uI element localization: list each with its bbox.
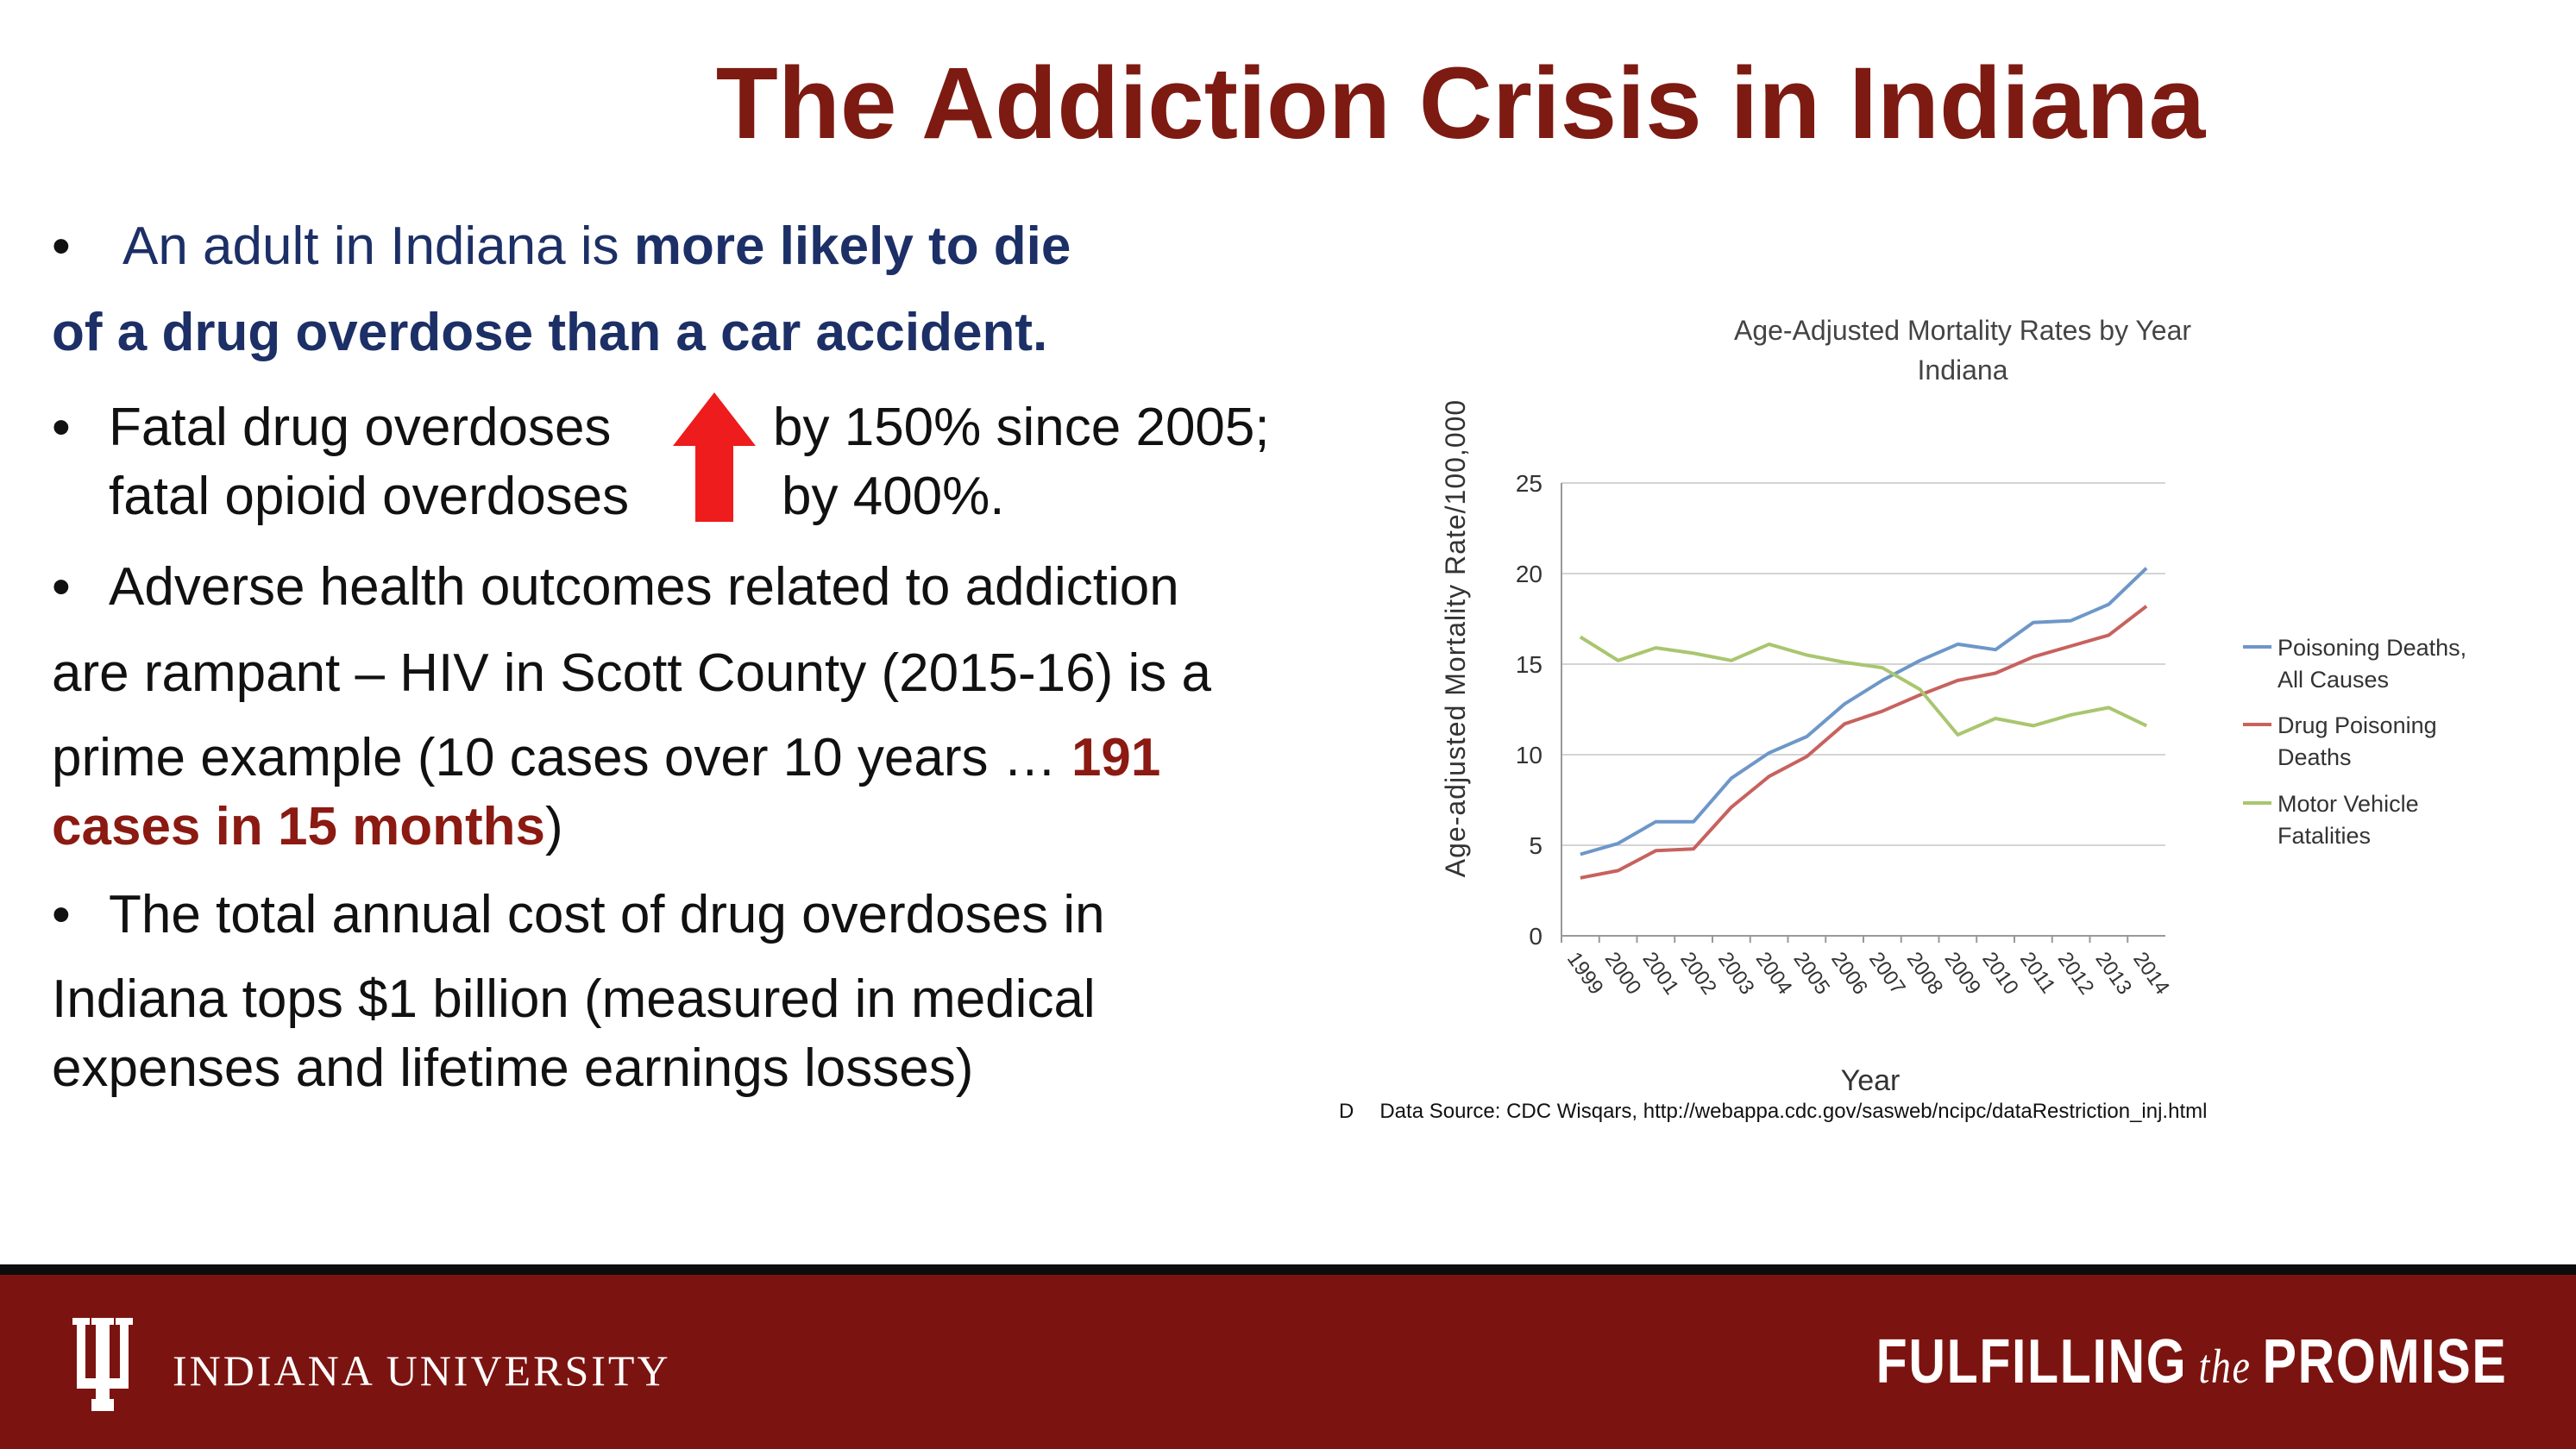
y-axis-ticks: 0 5 10 15 20 25 bbox=[1516, 470, 1542, 950]
y-tick-label: 5 bbox=[1529, 832, 1542, 859]
x-tick-label: 2012 bbox=[2053, 948, 2099, 999]
x-tick-label: 2004 bbox=[1751, 948, 1797, 999]
mortality-line-chart: Age-Adjusted Mortality Rates by Year Ind… bbox=[1440, 315, 2466, 1097]
bullet-3-line-1: • Adverse health outcomes related to addi… bbox=[52, 557, 1179, 617]
bullet-dot: • bbox=[52, 885, 71, 944]
y-tick-label: 10 bbox=[1516, 742, 1542, 768]
bullet-2-line-2: fatal opioid overdoses bbox=[109, 467, 630, 526]
chart-title: Age-Adjusted Mortality Rates by Year bbox=[1734, 315, 2191, 346]
legend-label: Deaths bbox=[2278, 744, 2352, 770]
chart-legend: Poisoning Deaths, All Causes Drug Poisonin… bbox=[2243, 635, 2466, 849]
x-tick-label: 2011 bbox=[2015, 948, 2060, 998]
bullet-1-line-2: of a drug overdose than a car accident. bbox=[52, 303, 1048, 362]
footer-bar: INDIANA UNIVERSITY FULFILLING the PROMISE bbox=[0, 1275, 2576, 1449]
x-tick-label: 2002 bbox=[1675, 948, 1721, 999]
y-tick-label: 0 bbox=[1529, 923, 1542, 950]
series-line-2 bbox=[1580, 605, 2148, 880]
bullet-3-line-2: are rampant – HIV in Scott County (2015-… bbox=[52, 643, 1211, 703]
bullet-2-line-1: • Fatal drug overdoses bbox=[52, 398, 612, 457]
data-source-note: D Data Source: CDC Wisqars, http://webapp… bbox=[1339, 1100, 2208, 1123]
x-tick-label: 2001 bbox=[1637, 948, 1683, 999]
bullet-3-line-4: cases in 15 months) bbox=[52, 797, 563, 856]
slide-title: The Addiction Crisis in Indiana bbox=[715, 47, 2206, 160]
series-line-1 bbox=[1580, 567, 2148, 856]
x-tick-label: 2008 bbox=[1902, 948, 1948, 999]
x-tick-label: 2007 bbox=[1864, 948, 1910, 999]
legend-label: Fatalities bbox=[2278, 823, 2371, 849]
x-tick-label: 1999 bbox=[1562, 948, 1608, 999]
university-name: INDIANA UNIVERSITY bbox=[173, 1346, 671, 1395]
x-tick-label: 2009 bbox=[1939, 948, 1985, 999]
iu-trident-logo-icon bbox=[72, 1318, 133, 1411]
y-tick-label: 25 bbox=[1516, 470, 1542, 497]
chart-series-lines bbox=[1579, 567, 2148, 880]
legend-label: Poisoning Deaths, bbox=[2278, 635, 2466, 661]
x-tick-label: 2003 bbox=[1713, 948, 1759, 999]
bullet-1-line-1: • An adult in Indiana is more likely to d… bbox=[52, 216, 1071, 276]
y-tick-label: 15 bbox=[1516, 651, 1542, 678]
bullet-3-line-3: prime example (10 cases over 10 years … … bbox=[52, 728, 1161, 787]
x-tick-label: 2013 bbox=[2090, 948, 2136, 999]
fulfilling-the-promise-tagline: FULFILLING the PROMISE bbox=[1875, 1327, 2507, 1396]
x-axis-ticks: 1999200020012002200320042005200620072008… bbox=[1561, 936, 2174, 999]
legend-label: Drug Poisoning bbox=[2278, 712, 2437, 738]
y-axis-label: Age-adjusted Mortality Rate/100,000 bbox=[1440, 399, 1471, 877]
bullet-4-line-2: Indiana tops $1 billion (measured in med… bbox=[52, 969, 1096, 1029]
x-axis-label: Year bbox=[1841, 1064, 1901, 1097]
x-tick-label: 2010 bbox=[1977, 948, 2023, 999]
bullet-dot: • bbox=[52, 216, 71, 276]
up-arrow-icon bbox=[673, 392, 756, 522]
bullet-2-line-2-end: by 400%. bbox=[782, 467, 1005, 526]
y-tick-label: 20 bbox=[1516, 561, 1542, 587]
legend-label: All Causes bbox=[2278, 667, 2389, 693]
chart-subtitle: Indiana bbox=[1918, 354, 2008, 386]
bullet-2-line-1-end: by 150% since 2005; bbox=[773, 398, 1270, 457]
x-tick-label: 2006 bbox=[1826, 948, 1872, 999]
bullet-4-line-1: • The total annual cost of drug overdoses… bbox=[52, 885, 1105, 944]
x-tick-label: 2005 bbox=[1788, 948, 1834, 999]
series-line-3 bbox=[1579, 635, 2147, 737]
bullet-dot: • bbox=[52, 557, 71, 617]
footer-divider bbox=[0, 1264, 2576, 1275]
legend-label: Motor Vehicle bbox=[2278, 791, 2419, 817]
x-tick-label: 2000 bbox=[1600, 948, 1646, 999]
x-tick-label: 2014 bbox=[2128, 948, 2174, 999]
bullet-dot: • bbox=[52, 398, 71, 457]
bullet-4-line-3: expenses and lifetime earnings losses) bbox=[52, 1038, 974, 1098]
chart-gridlines bbox=[1561, 482, 2165, 937]
